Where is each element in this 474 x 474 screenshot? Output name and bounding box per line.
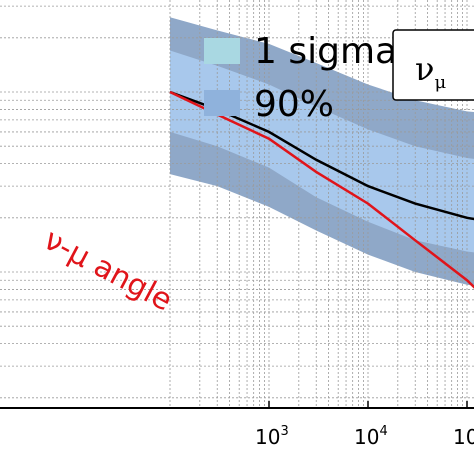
legend: 1 sigma 90% [204,31,397,125]
x-tick-label: 104 [354,424,388,449]
x-axis-ticks: 103104105106107 [255,401,474,449]
legend-swatch-90 [204,90,240,116]
flavor-box: νμ [392,29,474,101]
angle-curve [169,90,474,289]
axes-frame [0,407,474,409]
flavor-label: νμ [415,50,446,93]
legend-label-1-sigma: 1 sigma [254,31,397,72]
x-tick-label: 105 [453,424,474,449]
median-line [169,90,474,221]
x-tick-label: 103 [255,424,289,449]
angle-annotation: ν-μ angle [38,222,178,318]
legend-label-90: 90% [254,84,334,125]
legend-swatch-1-sigma [204,38,240,64]
grid [0,0,474,407]
